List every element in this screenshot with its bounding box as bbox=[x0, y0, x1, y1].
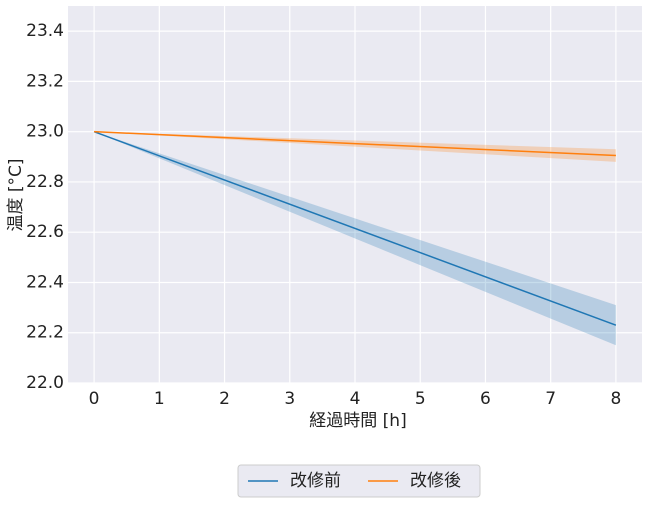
legend-label: 改修後 bbox=[410, 471, 461, 491]
y-tick-label: 22.2 bbox=[26, 323, 64, 343]
x-tick-label: 2 bbox=[219, 389, 230, 409]
y-tick-label: 23.2 bbox=[26, 71, 64, 91]
confidence-band bbox=[94, 131, 616, 346]
y-tick-label: 22.0 bbox=[26, 373, 64, 393]
x-tick-label: 4 bbox=[350, 389, 361, 409]
x-tick-label: 7 bbox=[545, 389, 556, 409]
confidence-band bbox=[94, 131, 616, 162]
x-axis-label: 経過時間 [h] bbox=[309, 411, 406, 431]
legend bbox=[237, 464, 481, 498]
line bbox=[94, 130, 616, 157]
y-tick-label: 22.4 bbox=[26, 272, 64, 292]
y-tick-label: 22.6 bbox=[26, 222, 64, 242]
y-tick-label: 23.4 bbox=[26, 21, 64, 41]
x-tick-label: 6 bbox=[480, 389, 491, 409]
x-tick-label: 0 bbox=[89, 389, 100, 409]
x-tick-label: 5 bbox=[415, 389, 426, 409]
x-tick-label: 1 bbox=[154, 389, 165, 409]
y-axis-label: 温度 [°C] bbox=[6, 158, 26, 231]
x-tick-label: 3 bbox=[284, 389, 295, 409]
y-tick-label: 22.8 bbox=[26, 172, 64, 192]
x-tick-label: 8 bbox=[610, 389, 621, 409]
legend-label: 改修前 bbox=[290, 471, 341, 491]
y-tick-label: 23.0 bbox=[26, 122, 64, 142]
line bbox=[93, 130, 617, 326]
